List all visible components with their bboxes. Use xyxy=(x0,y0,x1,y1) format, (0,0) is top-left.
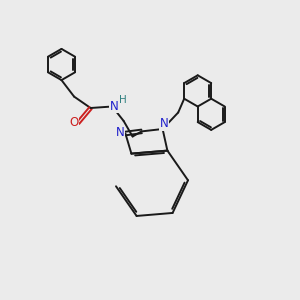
Text: N: N xyxy=(116,125,124,139)
Text: H: H xyxy=(118,95,126,105)
Text: O: O xyxy=(69,116,78,129)
Text: N: N xyxy=(159,117,168,130)
Text: N: N xyxy=(110,100,118,113)
